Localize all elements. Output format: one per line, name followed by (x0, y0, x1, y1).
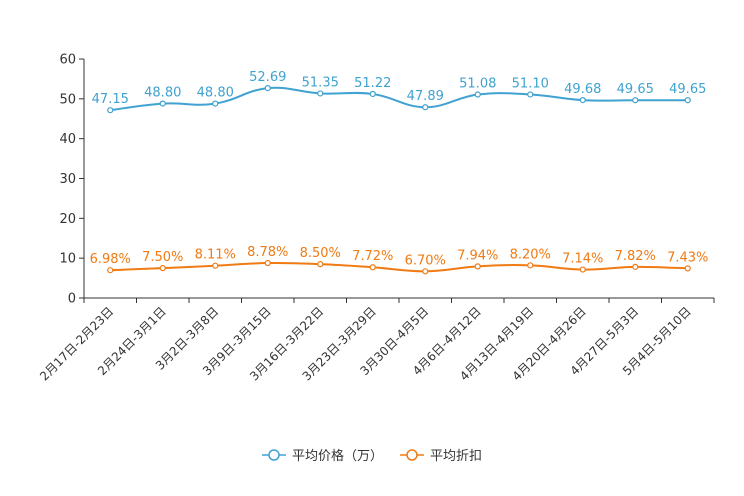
data-point[interactable] (422, 268, 429, 275)
y-tick-label: 10 (59, 252, 76, 267)
data-point[interactable] (107, 107, 114, 114)
data-point[interactable] (369, 90, 376, 98)
data-label: 6.98% (90, 252, 131, 267)
data-point[interactable] (422, 104, 429, 111)
data-point[interactable] (632, 97, 639, 104)
data-point[interactable] (264, 259, 271, 267)
data-label: 8.50% (300, 246, 341, 261)
data-label: 7.50% (142, 250, 183, 265)
data-point[interactable] (579, 97, 586, 104)
legend-marker-icon (406, 449, 418, 461)
series-1: 6.98% 7.50% 8.11% 8.78% 8.50% 7.72% 6.70% 7.94%… (90, 245, 708, 275)
data-label: 8.11% (195, 248, 236, 263)
y-tick-label: 40 (59, 132, 76, 147)
data-label: 7.43% (667, 250, 708, 265)
legend[interactable]: 平均价格（万） 平均折扣 (262, 448, 482, 464)
series-line (110, 261, 688, 273)
legend-item-0[interactable]: 平均价格（万） (262, 448, 383, 464)
data-label: 8.20% (510, 247, 551, 262)
data-point[interactable] (632, 263, 639, 270)
data-label: 49.65 (617, 82, 654, 97)
data-label: 7.94% (457, 248, 498, 263)
data-label: 7.82% (615, 249, 656, 264)
y-tick-label: 0 (68, 292, 76, 307)
data-label: 51.22 (354, 76, 391, 91)
data-label: 48.80 (197, 86, 234, 101)
data-point[interactable] (474, 91, 481, 98)
data-point[interactable] (527, 91, 534, 98)
series-layer: 47.15 48.80 48.80 52.69 51.35 51.22 47.89 51.08… (90, 70, 708, 275)
data-label: 49.68 (564, 82, 601, 97)
y-tick-label: 60 (59, 53, 76, 68)
data-point[interactable] (317, 90, 324, 97)
legend-item-1[interactable]: 平均折扣 (400, 449, 482, 464)
data-point[interactable] (684, 265, 691, 272)
data-point[interactable] (369, 264, 376, 271)
data-point[interactable] (264, 85, 271, 92)
y-tick-label: 30 (59, 172, 76, 187)
data-point[interactable] (579, 266, 586, 273)
y-tick-label: 50 (59, 92, 76, 107)
data-label: 8.78% (247, 245, 288, 260)
data-point[interactable] (317, 261, 324, 268)
axes: 01020304050602月17日-2月23日2月24日-3月1日3月2日-3… (37, 53, 715, 384)
series-0: 47.15 48.80 48.80 52.69 51.35 51.22 47.89 51.08… (92, 70, 706, 114)
data-point[interactable] (527, 262, 534, 269)
y-tick-label: 20 (59, 212, 76, 227)
data-point[interactable] (212, 262, 219, 269)
data-label: 6.70% (405, 253, 446, 268)
legend-label: 平均折扣 (430, 449, 482, 464)
data-label: 51.08 (459, 77, 496, 92)
legend-label: 平均价格（万） (292, 448, 383, 464)
series-line (110, 86, 688, 112)
data-label: 49.65 (669, 82, 706, 97)
data-label: 7.72% (352, 249, 393, 264)
data-point[interactable] (159, 265, 166, 272)
data-label: 51.35 (302, 75, 339, 90)
data-point[interactable] (684, 97, 691, 104)
data-label: 48.80 (144, 86, 181, 101)
data-label: 47.15 (92, 92, 129, 107)
data-label: 51.10 (512, 76, 549, 91)
data-point[interactable] (212, 100, 219, 107)
data-label: 47.89 (407, 89, 444, 104)
data-point[interactable] (474, 263, 481, 270)
data-label: 52.69 (249, 70, 286, 85)
data-point[interactable] (107, 267, 114, 274)
legend-marker-icon (268, 449, 280, 461)
data-label: 7.14% (562, 252, 603, 267)
data-point[interactable] (159, 100, 166, 107)
